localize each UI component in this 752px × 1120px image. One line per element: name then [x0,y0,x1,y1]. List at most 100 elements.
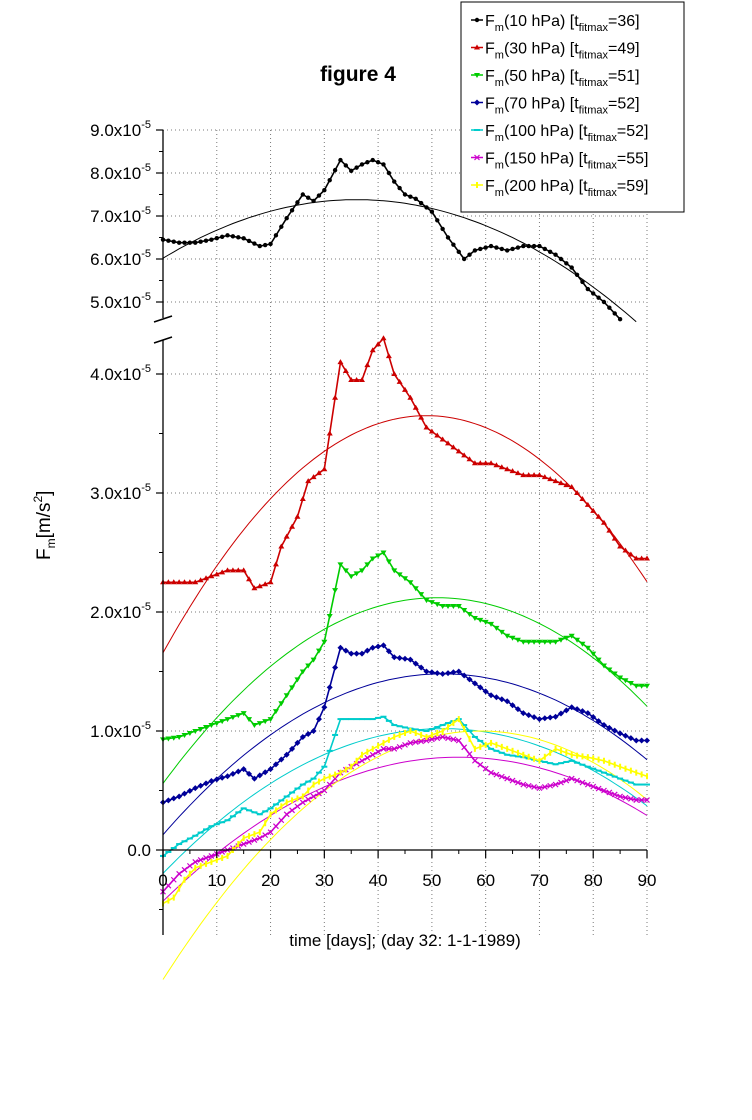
data-point [552,639,559,645]
data-point [283,811,290,818]
data-point [310,657,317,663]
data-point [402,741,408,748]
data-point [520,472,527,478]
data-point [402,655,408,662]
data-point [353,376,360,382]
data-point [402,576,408,582]
data-point [477,460,484,466]
data-point [192,858,199,865]
x-tick-label: 80 [584,871,603,890]
data-point [193,240,198,245]
data-point [591,291,596,296]
data-point [219,569,226,575]
data-point [380,745,387,752]
data-point [413,196,418,201]
data-point [482,619,489,625]
data-point [402,386,408,392]
data-point [219,234,225,239]
data-point [525,639,532,645]
data-point [541,639,548,645]
data-point [590,507,597,513]
data-point [622,732,629,739]
data-point [396,572,403,578]
data-point [471,460,478,466]
data-point [192,579,199,585]
legend-label: Fm(10 hPa) [tfitmax=36] [485,13,640,34]
data-point [525,782,532,789]
data-point [289,208,295,213]
data-point [488,621,495,627]
data-point [580,279,585,285]
data-point [354,165,359,170]
data-point [488,692,495,699]
data-point [385,353,392,359]
data-point [482,765,489,772]
data-point [326,613,333,619]
data-point [537,243,542,249]
data-point [192,785,199,792]
data-point [229,567,236,573]
data-point [611,791,618,798]
data-point [289,685,296,691]
data-point [558,779,564,786]
data-point [396,655,403,662]
data-point [590,783,597,790]
data-point [278,817,285,824]
data-point [596,295,601,300]
series [160,335,650,591]
data-point [224,773,231,780]
data-point [305,478,312,484]
data-point [477,684,484,691]
data-point [547,639,554,645]
data-point [466,456,473,462]
data-point [176,870,183,877]
data-point [316,193,322,198]
y-tick-label: 9.0x10-5 [90,119,151,140]
data-point [182,240,187,245]
data-point [219,719,226,725]
data-point [548,249,553,255]
data-point [391,371,398,376]
data-point [342,568,349,574]
data-point [251,837,258,844]
x-tick-label: 30 [315,871,334,890]
data-point [338,157,343,163]
data-point [488,460,495,466]
data-point [482,688,489,695]
data-point [510,246,515,252]
data-point [455,737,462,744]
legend-item: Fm(10 hPa) [tfitmax=36] [471,13,640,34]
data-point [246,576,253,582]
data-point [380,642,387,649]
data-point [407,580,414,586]
data-point [337,644,344,651]
data-point [348,376,355,382]
data-point [638,683,645,689]
data-point [251,585,258,591]
data-point [412,404,419,410]
data-point [197,577,204,583]
data-point [284,215,289,221]
data-point [203,855,209,861]
data-point [553,252,558,257]
data-point [526,243,531,249]
data-point [391,654,398,661]
data-point [466,611,473,617]
legend-label: Fm(200 hPa) [tfitmax=59] [485,178,649,199]
data-point [450,736,457,743]
data-point [192,729,199,734]
data-point [445,235,451,240]
data-point [557,480,564,486]
data-point [272,561,279,567]
data-point [369,644,376,651]
data-point [418,200,424,206]
data-point [391,568,398,574]
data-point [262,832,269,839]
data-point [606,789,613,796]
data-point [482,460,489,466]
data-point [574,272,580,277]
data-point [445,604,452,610]
data-point [520,781,527,788]
data-point [171,239,176,244]
data-point [531,714,538,721]
